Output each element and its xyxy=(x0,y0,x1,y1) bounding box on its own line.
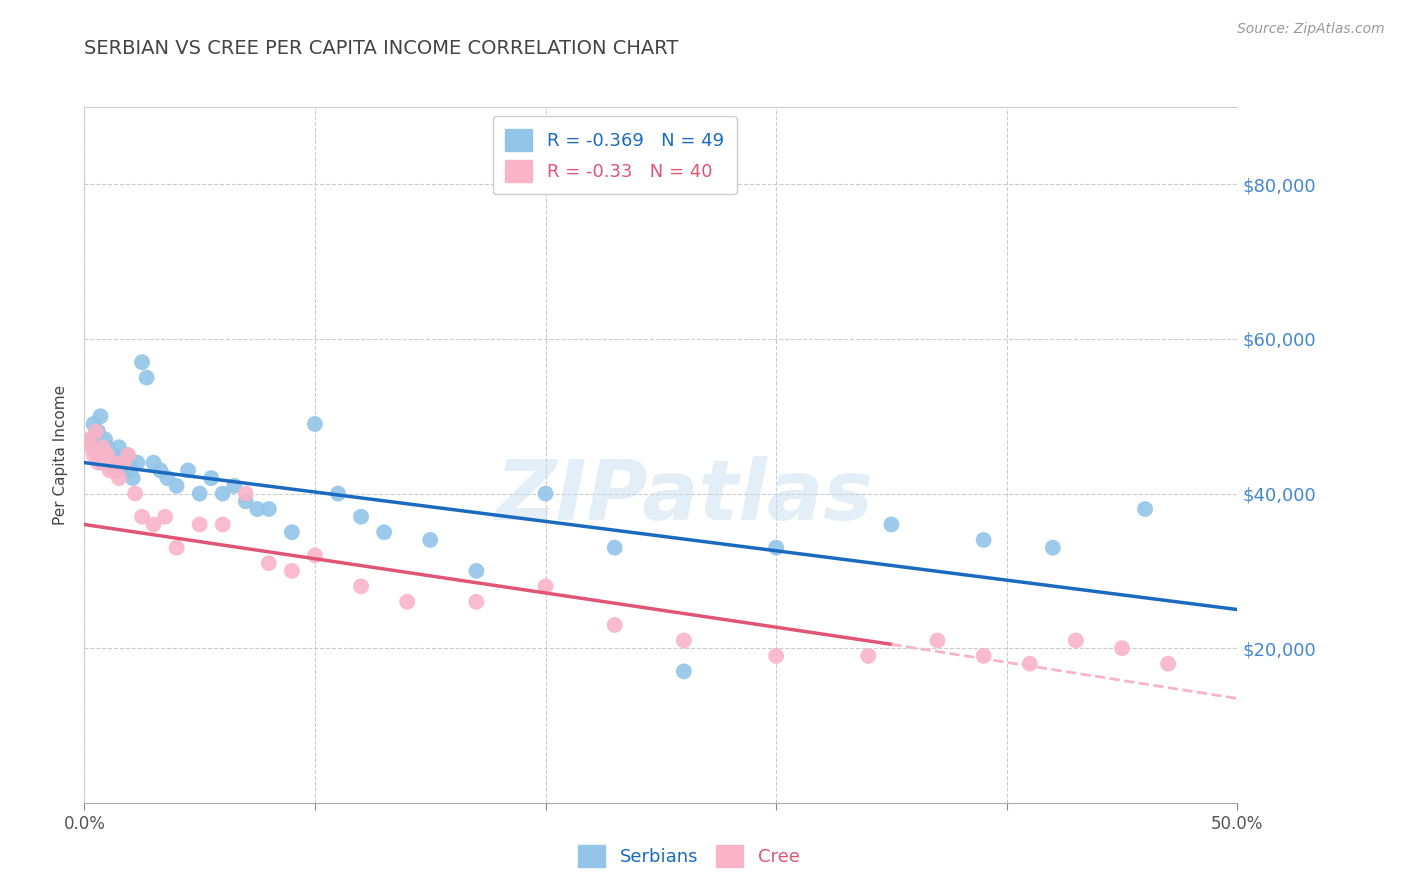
Point xyxy=(101,456,124,470)
Point xyxy=(858,648,880,663)
Point xyxy=(87,425,110,439)
Point xyxy=(373,525,395,540)
Point xyxy=(211,517,233,532)
Point xyxy=(419,533,441,547)
Point xyxy=(166,541,188,555)
Point xyxy=(117,448,139,462)
Point xyxy=(973,533,995,547)
Legend: R = -0.369   N = 49, R = -0.33   N = 40: R = -0.369 N = 49, R = -0.33 N = 40 xyxy=(492,116,737,194)
Point xyxy=(188,486,211,500)
Point xyxy=(120,463,142,477)
Point xyxy=(112,463,135,477)
Point xyxy=(235,486,257,500)
Point xyxy=(1111,641,1133,656)
Point xyxy=(121,471,143,485)
Point xyxy=(534,486,557,500)
Point xyxy=(112,456,135,470)
Point xyxy=(350,579,373,593)
Point xyxy=(304,549,326,563)
Point xyxy=(465,595,488,609)
Point xyxy=(83,448,105,462)
Point xyxy=(257,556,280,570)
Point xyxy=(281,564,304,578)
Point xyxy=(131,509,153,524)
Point xyxy=(1157,657,1180,671)
Text: SERBIAN VS CREE PER CAPITA INCOME CORRELATION CHART: SERBIAN VS CREE PER CAPITA INCOME CORREL… xyxy=(84,39,679,58)
Point xyxy=(304,417,326,431)
Point xyxy=(94,433,117,447)
Point xyxy=(396,595,419,609)
Point xyxy=(235,494,257,508)
Point xyxy=(108,471,131,485)
Point xyxy=(84,425,107,439)
Point xyxy=(224,479,246,493)
Point xyxy=(124,486,146,500)
Point xyxy=(1064,633,1087,648)
Point xyxy=(211,486,233,500)
Point xyxy=(83,417,105,431)
Point xyxy=(672,633,695,648)
Point xyxy=(103,463,125,477)
Point xyxy=(1018,657,1040,671)
Point xyxy=(103,448,125,462)
Point xyxy=(188,517,211,532)
Point xyxy=(465,564,488,578)
Point xyxy=(1042,541,1064,555)
Point xyxy=(98,448,121,462)
Point xyxy=(142,517,165,532)
Point xyxy=(105,463,128,477)
Point xyxy=(534,579,557,593)
Point xyxy=(603,541,626,555)
Point xyxy=(156,471,179,485)
Point xyxy=(77,433,100,447)
Point xyxy=(1133,502,1156,516)
Point xyxy=(101,456,124,470)
Point xyxy=(89,448,111,462)
Point xyxy=(149,463,172,477)
Point xyxy=(80,440,103,454)
Point xyxy=(87,456,110,470)
Point xyxy=(110,456,132,470)
Point xyxy=(177,463,200,477)
Point xyxy=(131,355,153,369)
Point xyxy=(127,456,149,470)
Point xyxy=(84,440,107,454)
Point xyxy=(765,541,787,555)
Y-axis label: Per Capita Income: Per Capita Income xyxy=(53,384,69,525)
Point xyxy=(117,456,139,470)
Point xyxy=(80,433,103,447)
Point xyxy=(115,448,138,462)
Point xyxy=(166,479,188,493)
Point xyxy=(350,509,373,524)
Point xyxy=(765,648,787,663)
Point xyxy=(326,486,349,500)
Point xyxy=(96,448,118,462)
Point xyxy=(94,456,117,470)
Point xyxy=(153,509,176,524)
Point xyxy=(91,440,114,454)
Point xyxy=(246,502,269,516)
Point xyxy=(89,409,111,424)
Point xyxy=(973,648,995,663)
Point xyxy=(135,370,157,384)
Point xyxy=(672,665,695,679)
Legend: Serbians, Cree: Serbians, Cree xyxy=(571,838,807,874)
Point xyxy=(108,440,131,454)
Point xyxy=(281,525,304,540)
Point xyxy=(91,456,114,470)
Point xyxy=(880,517,903,532)
Point xyxy=(257,502,280,516)
Point xyxy=(98,463,121,477)
Point xyxy=(603,618,626,632)
Text: ZIPatlas: ZIPatlas xyxy=(495,456,873,537)
Point xyxy=(200,471,222,485)
Text: Source: ZipAtlas.com: Source: ZipAtlas.com xyxy=(1237,22,1385,37)
Point xyxy=(927,633,949,648)
Point xyxy=(142,456,165,470)
Point xyxy=(96,440,118,454)
